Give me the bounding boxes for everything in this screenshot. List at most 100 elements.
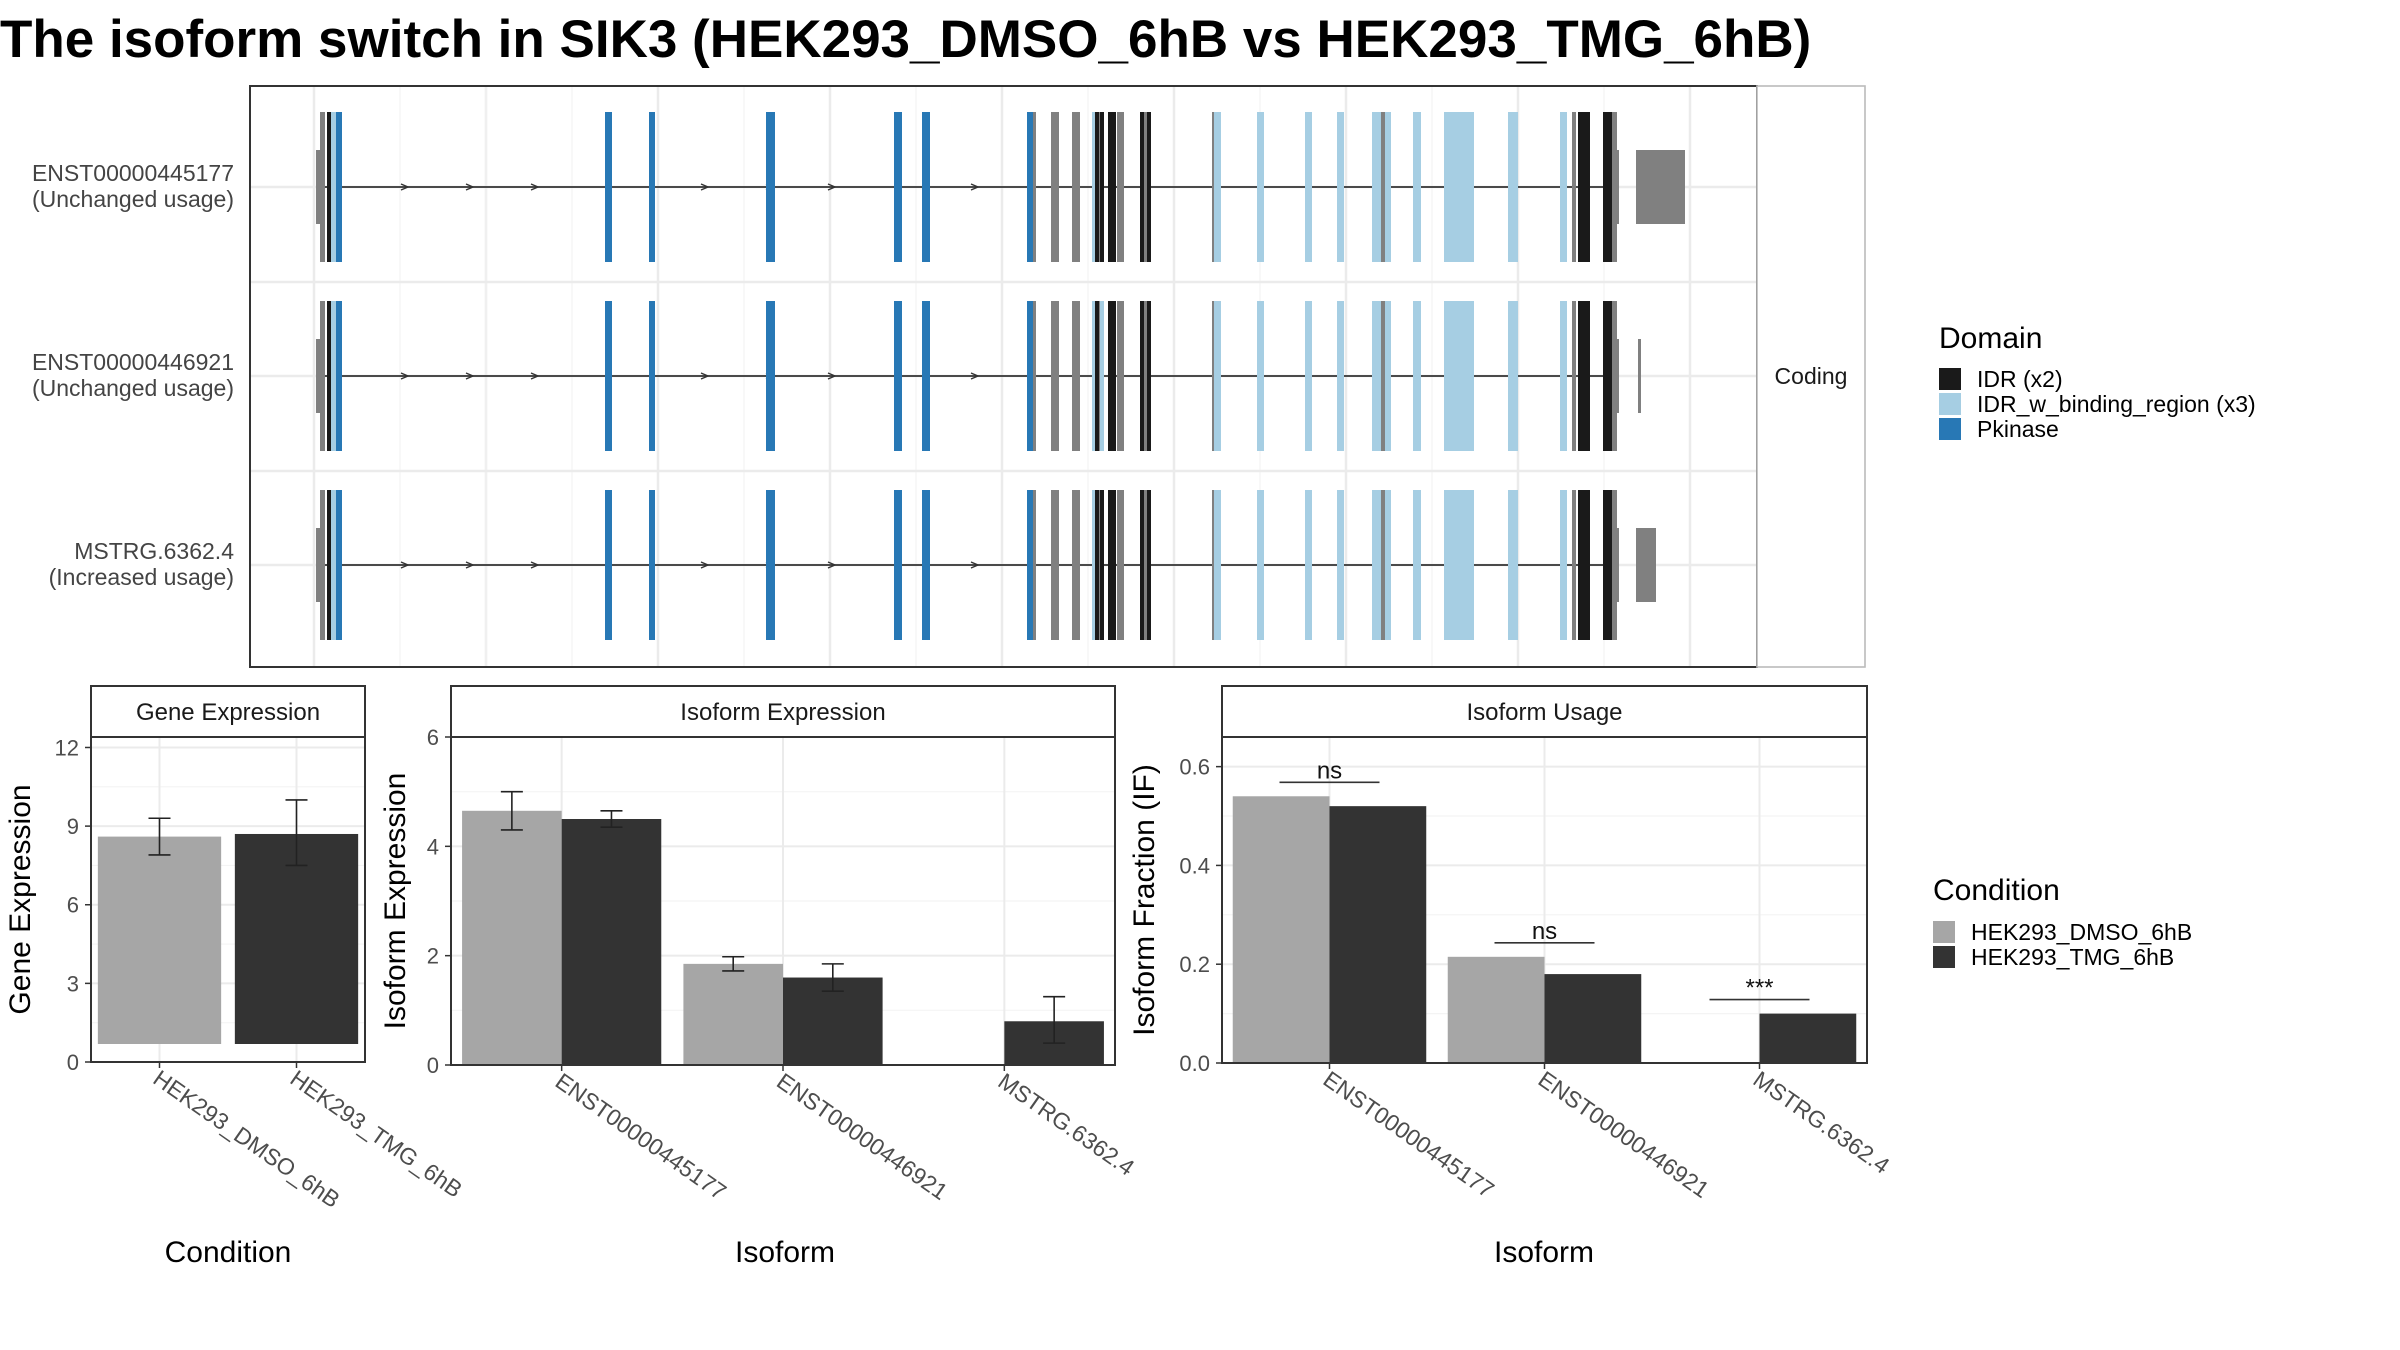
exon [1508,112,1518,262]
intron-arrow [465,372,475,380]
exon [1212,301,1214,451]
exon [1467,490,1474,640]
structure-strip-label: Coding [1775,363,1848,389]
chart-signif-label: *** [1745,975,1773,1002]
exon-idr [1140,301,1144,451]
exon [1413,112,1421,262]
chart-ylabel: Gene Expression [4,784,37,1014]
exon-idr [1578,490,1590,640]
chart-ytick-label: 0.6 [1179,755,1210,780]
exon [649,112,655,262]
exon-idr [1108,112,1112,262]
transcript-usage-label: (Unchanged usage) [32,186,234,212]
utr-exon [316,528,322,602]
chart-ylabel: Isoform Expression [379,773,412,1030]
chart-bar [783,977,883,1065]
exon [320,301,325,451]
chart-bar [97,836,222,1044]
exon-idr [1108,490,1112,640]
chart-xtick-label: MSTRG.6362.4 [993,1068,1139,1181]
exon [922,301,930,451]
chart-ytick-label: 0.4 [1179,853,1210,878]
chart-xtick-label: ENST00000445177 [1319,1066,1499,1203]
exon [605,490,612,640]
chart-bar [1232,796,1330,1063]
condition-legend-label: HEK293_TMG_6hB [1971,944,2174,970]
exon [1072,301,1080,451]
exon [1257,490,1264,640]
chart-ytick-label: 6 [67,893,79,918]
intron-arrow [700,372,710,380]
exon [1213,301,1221,451]
exon [1385,490,1391,640]
exon [922,490,930,640]
exon [1413,490,1421,640]
exon [1444,490,1452,640]
exon [766,490,775,640]
legends: Domain IDR (x2)IDR_w_binding_region (x3)P… [1933,322,2256,970]
figure-title: The isoform switch in SIK3 (HEK293_DMSO_… [0,10,1811,69]
chart-ytick-label: 0.0 [1179,1051,1210,1076]
exon [1117,301,1124,451]
exon-idr [1147,490,1151,640]
exon [1072,112,1080,262]
exon [1372,112,1381,262]
exon [1337,301,1344,451]
utr-exon [1636,528,1656,602]
exon [327,301,331,451]
exon-idr [1100,112,1104,262]
exon [1213,112,1221,262]
exon [331,112,336,262]
exon [1117,112,1124,262]
domain-legend-label: IDR (x2) [1977,366,2063,392]
intron-arrow [827,561,837,569]
exon [1612,112,1617,262]
chart-xtick-label: ENST00000446921 [1534,1066,1714,1203]
transcript-usage-label: (Increased usage) [49,564,234,590]
chart-bar [1544,974,1642,1063]
chart-xlabel: Isoform [735,1236,835,1269]
chart-ytick-label: 0 [67,1050,79,1075]
intron-arrow [827,183,837,191]
intron-arrow [700,561,710,569]
exon-idr [1578,112,1590,262]
intron-arrow [400,372,410,380]
exon [894,301,902,451]
exon [1213,490,1221,640]
expression-charts: 036912HEK293_DMSO_6hBHEK293_TMG_6hBGene … [4,685,1895,1269]
chart-signif-label: ns [1532,918,1557,945]
exon [649,490,655,640]
chart-ytick-label: 6 [427,725,439,750]
chart-ytick-label: 4 [427,834,439,859]
chart-signif-label: ns [1317,757,1342,784]
exon-idr [1095,112,1099,262]
chart-ytick-label: 2 [427,944,439,969]
utr-exon [1638,339,1641,413]
utr-exon [1615,150,1619,224]
chart-bar [462,810,562,1065]
structure-strip [1756,85,1866,668]
intron-arrow [400,561,410,569]
exon [336,490,342,640]
exon [1450,490,1470,640]
exon [1560,490,1567,640]
intron-arrow [970,561,980,569]
exon [1444,112,1452,262]
exon-idr [1140,490,1144,640]
chart-bar [234,833,359,1044]
exon-idr [1095,301,1099,451]
chart-strip [450,685,1116,738]
exon [605,112,612,262]
exon [1572,490,1576,640]
intron-arrow [530,183,540,191]
intron-arrow [530,561,540,569]
exon [1612,301,1617,451]
exon [1051,301,1059,451]
exon [1508,490,1518,640]
intron-arrow [465,561,475,569]
exon [1572,112,1576,262]
exon [1450,112,1470,262]
exon [605,301,612,451]
chart-ytick-label: 9 [67,814,79,839]
